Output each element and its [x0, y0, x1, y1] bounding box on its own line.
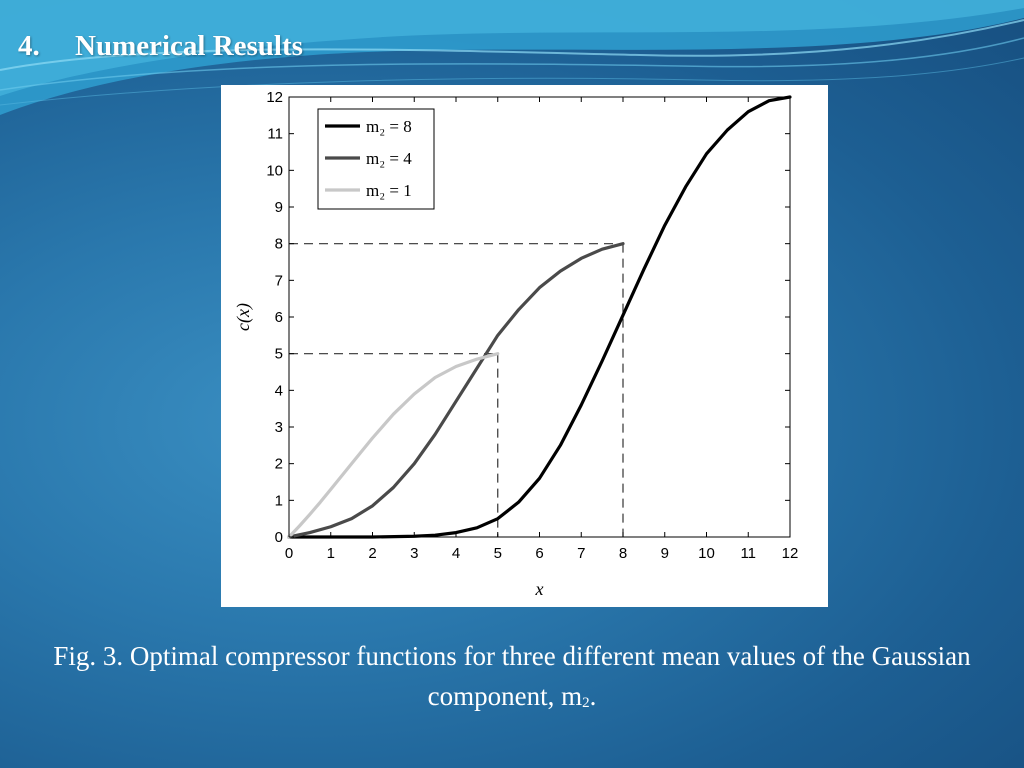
section-number: 4. [18, 30, 40, 62]
x-tick-label-1: 1 [327, 545, 335, 562]
y-tick-label-7: 7 [275, 272, 283, 289]
figure-caption: Fig. 3. Optimal compressor functions for… [0, 636, 1024, 723]
y-tick-label-10: 10 [266, 162, 283, 179]
caption-subscript: 2 [582, 695, 590, 711]
y-tick-label-12: 12 [266, 89, 283, 106]
y-tick-label-0: 0 [275, 529, 283, 546]
section-title: Numerical Results [75, 30, 303, 62]
y-tick-label-9: 9 [275, 199, 283, 216]
x-tick-label-2: 2 [368, 545, 376, 562]
legend-label-2: m₂ = 1 [366, 181, 412, 200]
y-tick-label-4: 4 [275, 382, 283, 399]
x-tick-label-6: 6 [535, 545, 543, 562]
x-tick-label-3: 3 [410, 545, 418, 562]
y-axis-title: c(x) [233, 303, 254, 331]
figure-panel: 0 1 2 3 4 5 6 7 8 9 10 11 12 0 1 2 3 4 5 6 7 8 9 10 11 12 x c(x) m₂… [221, 85, 828, 607]
x-tick-label-11: 11 [740, 545, 756, 562]
y-tick-label-3: 3 [275, 419, 283, 436]
series-line-1 [287, 242, 625, 539]
series-line-0 [287, 95, 792, 539]
legend-label-1: m₂ = 4 [366, 149, 412, 168]
legend-label-0: m₂ = 8 [366, 117, 412, 136]
x-tick-label-7: 7 [577, 545, 585, 562]
x-tick-label-12: 12 [782, 545, 799, 562]
caption-text: Fig. 3. Optimal compressor functions for… [53, 641, 971, 711]
y-tick-label-11: 11 [267, 126, 283, 143]
y-tick-label-1: 1 [275, 492, 283, 509]
y-tick-label-6: 6 [275, 309, 283, 326]
x-tick-label-10: 10 [698, 545, 715, 562]
y-tick-label-8: 8 [275, 236, 283, 253]
x-tick-label-8: 8 [619, 545, 627, 562]
y-tick-label-5: 5 [275, 346, 283, 363]
caption-suffix: . [589, 681, 597, 711]
x-axis-title: x [535, 579, 544, 599]
slide-title: 4. Numerical Results [18, 30, 303, 63]
x-tick-label-9: 9 [661, 545, 669, 562]
x-tick-label-5: 5 [494, 545, 502, 562]
series-line-2 [287, 352, 500, 539]
x-tick-label-0: 0 [285, 545, 293, 562]
y-tick-label-2: 2 [275, 456, 283, 473]
x-tick-label-4: 4 [452, 545, 460, 562]
header-swoosh-decoration [0, 0, 1024, 115]
